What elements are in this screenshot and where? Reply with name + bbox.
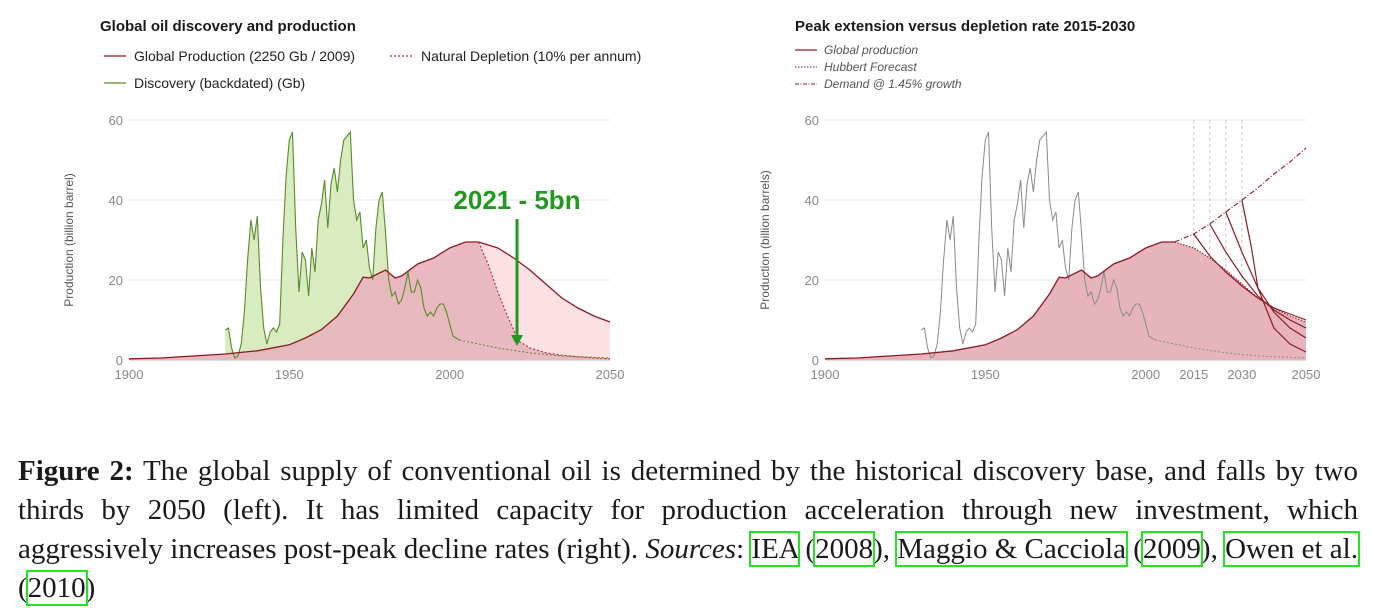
y-tick-label: 40 (109, 193, 123, 208)
annotation-arrowhead (511, 335, 524, 346)
right-chart: Peak extension versus depletion rate 201… (758, 18, 1320, 382)
x-tick-label: 2030 (1227, 367, 1256, 382)
legend-label-demand: Demand @ 1.45% growth (824, 77, 962, 91)
citation-link-iea-year[interactable]: 2008 (813, 531, 876, 567)
citation-link-owen-year[interactable]: 2010 (25, 570, 88, 606)
right-y-ticks: 0 20 40 60 (805, 113, 819, 368)
citation-link-maggio-year[interactable]: 2009 (1140, 531, 1203, 567)
left-chart: Global oil discovery and production Glob… (62, 18, 641, 382)
y-tick-label: 20 (805, 273, 819, 288)
y-tick-label: 0 (812, 353, 819, 368)
caption-punct: ( (1125, 533, 1143, 565)
right-chart-title: Peak extension versus depletion rate 201… (795, 18, 1135, 35)
x-tick-label: 1900 (115, 367, 144, 382)
peak-extension-line (1241, 199, 1307, 353)
peak-extension-line (1193, 233, 1307, 321)
x-tick-label: 1950 (971, 367, 1000, 382)
right-discovery-line (920, 130, 1156, 359)
demand-line (1174, 147, 1307, 243)
citation-link-iea[interactable]: IEA (749, 531, 801, 567)
legend-label-production: Global Production (2250 Gb / 2009) (134, 48, 355, 64)
discovery-line (224, 130, 460, 359)
right-x-ticks: 1900 1950 2000 2015 2030 2050 (811, 367, 1321, 382)
x-tick-label: 2050 (1292, 367, 1321, 382)
legend-label-discovery: Discovery (backdated) (Gb) (134, 75, 305, 91)
peak-extension-line (1225, 211, 1307, 339)
x-tick-label: 2050 (596, 367, 625, 382)
x-tick-label: 1950 (275, 367, 304, 382)
figure-caption: Figure 2: The global supply of conventio… (18, 452, 1360, 608)
legend-label-depletion: Natural Depletion (10% per annum) (421, 48, 641, 64)
y-tick-label: 40 (805, 193, 819, 208)
x-tick-label: 1900 (811, 367, 840, 382)
caption-label: Figure 2: (18, 455, 134, 487)
left-y-axis-label: Production (billion barrel) (62, 173, 76, 306)
annotation-2021: 2021 - 5bn (453, 185, 580, 215)
depletion-area (129, 242, 610, 360)
citation-link-maggio[interactable]: Maggio & Cacciola (895, 531, 1128, 567)
caption-punct: ( (798, 533, 816, 565)
y-tick-label: 60 (805, 113, 819, 128)
peak-extension-lines (1193, 199, 1307, 353)
caption-sources-label: Sources (645, 533, 737, 565)
figure: Global oil discovery and production Glob… (62, 18, 1320, 382)
caption-text: The global supply of conventional oil is… (18, 455, 1359, 565)
right-y-axis-label: Production (billion barrels) (758, 170, 772, 309)
right-production-area (825, 242, 1306, 360)
legend-label-hubbert: Hubbert Forecast (824, 60, 917, 74)
caption-punct: ) (85, 572, 96, 604)
production-line (128, 241, 611, 360)
left-x-ticks: 1900 1950 2000 2050 (115, 367, 625, 382)
caption-sep: : (736, 533, 752, 565)
right-production-line (824, 241, 1175, 360)
y-tick-label: 20 (109, 273, 123, 288)
x-tick-label: 2000 (435, 367, 464, 382)
caption-punct: ), (1200, 533, 1226, 565)
left-chart-title: Global oil discovery and production (100, 18, 356, 35)
x-tick-label: 2000 (1131, 367, 1160, 382)
citation-link-owen[interactable]: Owen et al. (1223, 531, 1360, 567)
caption-punct: ), (873, 533, 898, 565)
left-y-ticks: 0 20 40 60 (109, 113, 123, 368)
caption-punct: ( (18, 572, 28, 604)
y-tick-label: 60 (109, 113, 123, 128)
natural-depletion-line (477, 241, 611, 360)
peak-extension-line (1209, 223, 1307, 329)
hubbert-forecast-line (1174, 241, 1307, 323)
x-tick-label: 2015 (1179, 367, 1208, 382)
figure-svg: Global oil discovery and production Glob… (62, 18, 1320, 382)
y-tick-label: 0 (116, 353, 123, 368)
legend-label-global-production: Global production (824, 43, 918, 57)
